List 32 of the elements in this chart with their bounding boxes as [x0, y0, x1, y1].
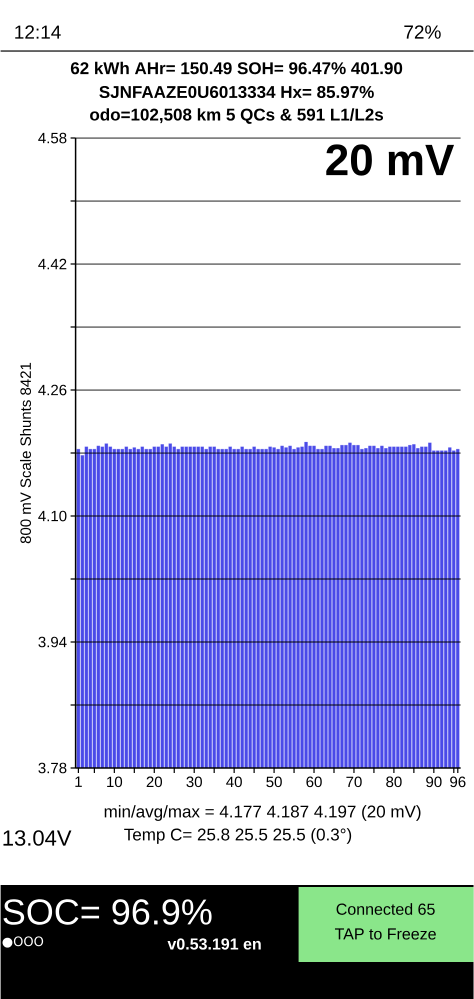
- text: 12:14: [15, 25, 61, 39]
- text: odo=102,508 km 5 QCs & 591 L1/L2s: [90, 108, 383, 124]
- y-tick-label: 3.94: [38, 636, 67, 648]
- text: Connected 65: [336, 903, 435, 915]
- y-tick-label: 4.10: [38, 510, 66, 522]
- chart-title: 62 kWh AHr= 150.49 SOH= 96.47% 401.90: [70, 62, 402, 74]
- x-tick-label: 80: [386, 776, 402, 788]
- y-tick-label: 4.42: [38, 258, 66, 270]
- y-tick-label: 3.78: [38, 762, 66, 774]
- x-tick-label: 90: [426, 776, 442, 788]
- x-tick-label: 96: [450, 776, 466, 788]
- x-tick-label: 10: [107, 776, 122, 788]
- x-tick-label: 20: [146, 776, 162, 788]
- chart-subtitle: SJNFAAZE0U6013334 Hx= 85.97%: [99, 86, 374, 98]
- text: SOC= 96.9%: [3, 899, 212, 925]
- y-axis-title: 800 mV Scale Shunts 8421: [20, 362, 31, 544]
- x-tick-label: 30: [186, 776, 202, 788]
- text: TAP to Freeze: [334, 928, 436, 940]
- text: Temp C= 25.8 25.5 25.5 (0.3°): [124, 828, 352, 844]
- text: 13.04V: [3, 830, 72, 846]
- x-tick-label: 1: [75, 776, 82, 787]
- text: ●OOO: [2, 936, 44, 948]
- y-tick-label: 4.58: [38, 132, 66, 144]
- x-tick-label: 60: [306, 776, 322, 788]
- x-tick-label: 40: [226, 776, 242, 788]
- text: 72%: [404, 25, 441, 39]
- text: v0.53.191 en: [167, 938, 261, 950]
- annotation: 20 mV: [326, 144, 454, 176]
- text: min/avg/max = 4.177 4.187 4.197 (20 mV): [104, 805, 420, 821]
- x-tick-label: 50: [266, 776, 282, 788]
- x-tick-label: 70: [346, 776, 362, 788]
- y-tick-label: 4.26: [38, 384, 66, 396]
